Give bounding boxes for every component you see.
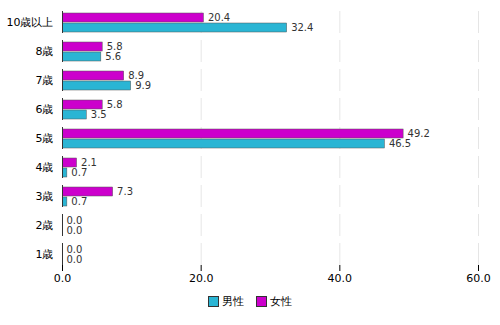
svg-text:20.0: 20.0 [189, 272, 214, 285]
svg-text:8.9: 8.9 [128, 70, 144, 81]
svg-text:4歳: 4歳 [36, 161, 54, 174]
svg-text:0.7: 0.7 [71, 167, 87, 178]
html-text:男性: 男性 [222, 295, 244, 308]
svg-text:0.0: 0.0 [67, 215, 83, 226]
svg-text:7歳: 7歳 [36, 74, 54, 87]
svg-text:5.8: 5.8 [107, 41, 123, 52]
svg-text:0.0: 0.0 [54, 272, 72, 285]
svg-text:32.4: 32.4 [291, 22, 313, 33]
svg-text:5.8: 5.8 [107, 99, 123, 110]
svg-text:46.5: 46.5 [389, 138, 411, 149]
svg-text:2歳: 2歳 [36, 219, 54, 232]
svg-text:0.0: 0.0 [67, 225, 83, 236]
html-text:女性: 女性 [270, 295, 292, 308]
svg-text:0.0: 0.0 [67, 244, 83, 255]
svg-text:1歳: 1歳 [36, 248, 54, 261]
svg-text:49.2: 49.2 [408, 128, 430, 139]
svg-text:8歳: 8歳 [36, 45, 54, 58]
svg-text:3歳: 3歳 [36, 190, 54, 203]
svg-text:20.4: 20.4 [208, 12, 230, 23]
svg-text:60.0: 60.0 [466, 272, 491, 285]
svg-text:10歳以上: 10歳以上 [7, 16, 54, 29]
svg-text:3.5: 3.5 [91, 109, 107, 120]
svg-text:2.1: 2.1 [81, 157, 97, 168]
svg-text:7.3: 7.3 [117, 186, 133, 197]
svg-text:0.7: 0.7 [71, 196, 87, 207]
svg-text:6歳: 6歳 [36, 103, 54, 116]
svg-text:0.0: 0.0 [67, 254, 83, 265]
svg-text:5.6: 5.6 [105, 51, 121, 62]
svg-text:9.9: 9.9 [135, 80, 151, 91]
svg-text:5歳: 5歳 [36, 132, 54, 145]
svg-text:40.0: 40.0 [328, 272, 353, 285]
